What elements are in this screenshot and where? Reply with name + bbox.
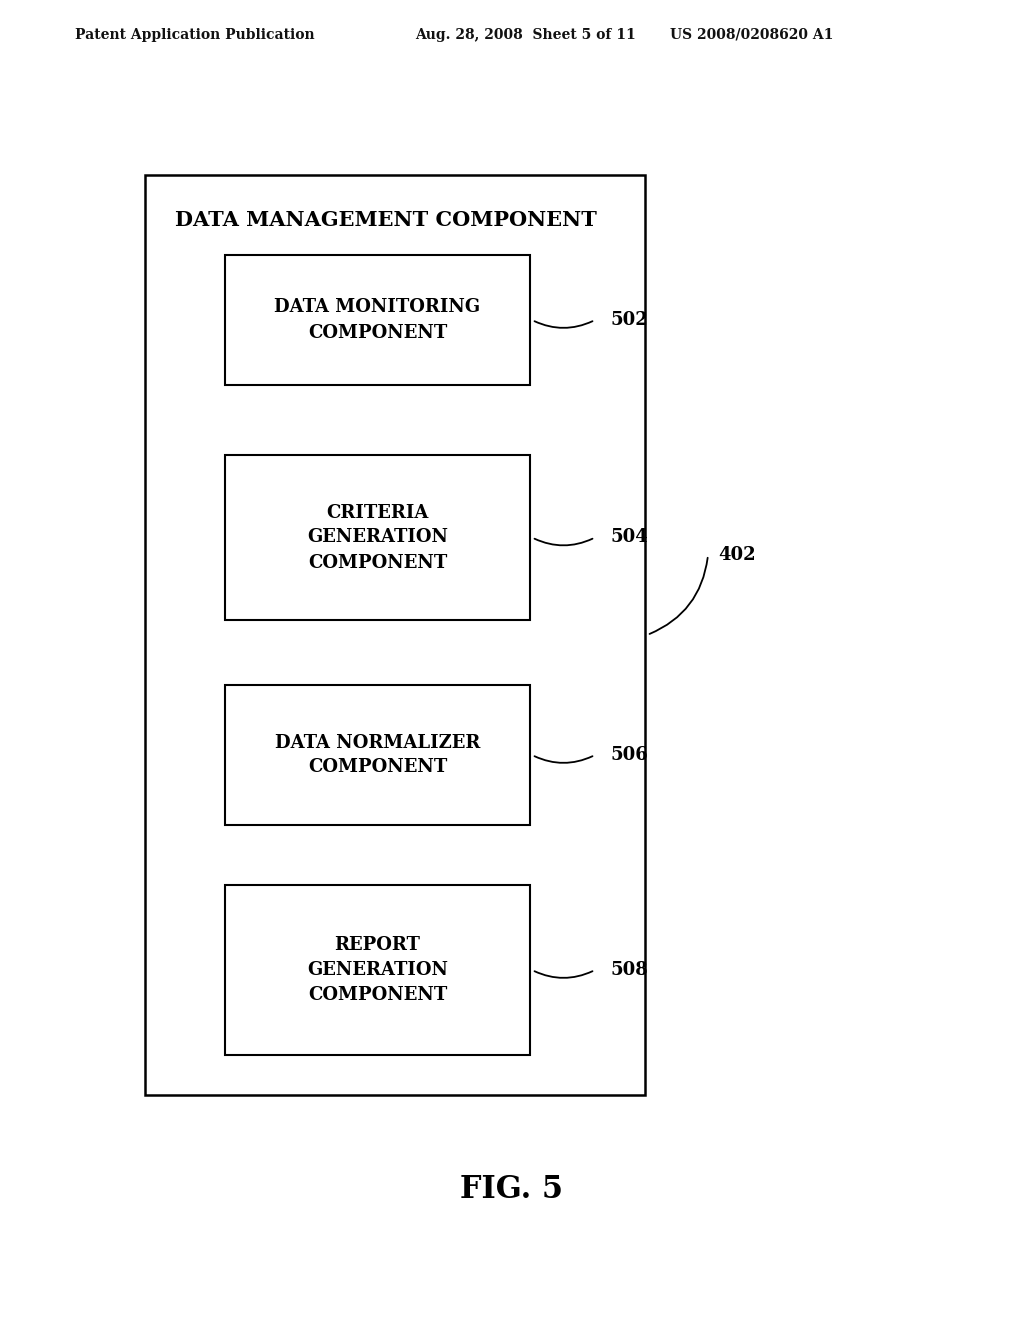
Text: 502: 502	[610, 312, 648, 329]
Bar	[225, 455, 530, 620]
Text: 402: 402	[718, 546, 756, 564]
Bar	[225, 685, 530, 825]
Text: Aug. 28, 2008  Sheet 5 of 11: Aug. 28, 2008 Sheet 5 of 11	[415, 28, 636, 42]
Text: CRITERIA
GENERATION
COMPONENT: CRITERIA GENERATION COMPONENT	[307, 503, 449, 572]
Text: DATA MANAGEMENT COMPONENT: DATA MANAGEMENT COMPONENT	[175, 210, 597, 230]
Text: US 2008/0208620 A1: US 2008/0208620 A1	[670, 28, 834, 42]
Text: Patent Application Publication: Patent Application Publication	[75, 28, 314, 42]
Text: 504: 504	[610, 528, 648, 546]
Text: FIG. 5: FIG. 5	[461, 1175, 563, 1205]
Bar	[145, 176, 645, 1096]
Text: DATA MONITORING
COMPONENT: DATA MONITORING COMPONENT	[274, 298, 480, 342]
Text: 506: 506	[610, 746, 648, 764]
Bar	[225, 884, 530, 1055]
Text: 508: 508	[610, 961, 648, 979]
Bar	[225, 255, 530, 385]
Text: REPORT
GENERATION
COMPONENT: REPORT GENERATION COMPONENT	[307, 936, 449, 1005]
Text: DATA NORMALIZER
COMPONENT: DATA NORMALIZER COMPONENT	[274, 734, 480, 776]
